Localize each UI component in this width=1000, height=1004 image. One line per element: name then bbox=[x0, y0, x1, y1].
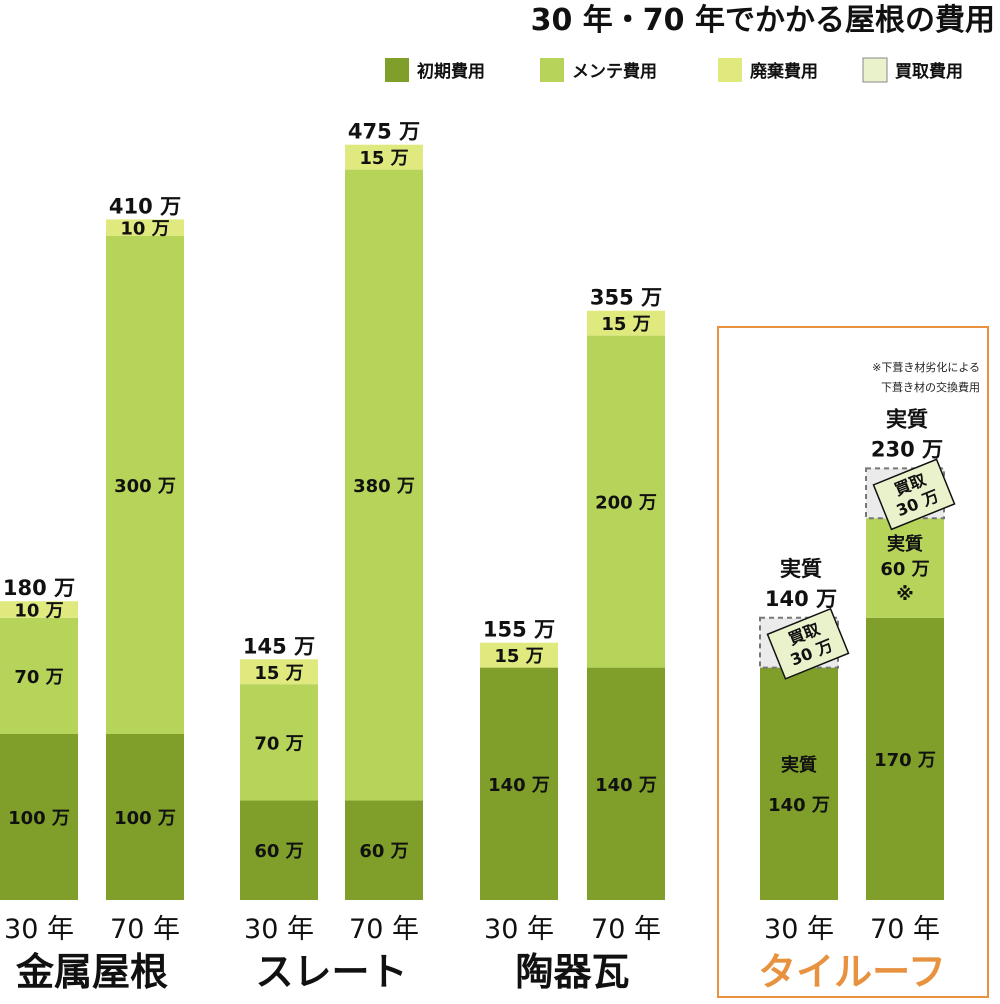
bar-segment-disposal bbox=[106, 219, 184, 236]
bar-segment-maint bbox=[106, 236, 184, 734]
segment-value-label: 100 万 bbox=[114, 808, 176, 829]
bar-total-label: 355 万 bbox=[590, 286, 662, 310]
segment-value-label: 15 万 bbox=[494, 646, 543, 667]
bar-total-label: 475 万 bbox=[348, 120, 420, 144]
bar-total-label: 145 万 bbox=[243, 634, 315, 658]
legend-swatch-disposal bbox=[718, 58, 742, 82]
segment-value-label: 10 万 bbox=[120, 219, 169, 240]
segment-value-label: 15 万 bbox=[359, 148, 408, 169]
segment-value-label: 70 万 bbox=[14, 667, 63, 688]
segment-value-label: 実質 bbox=[887, 533, 923, 555]
legend-label-initial: 初期費用 bbox=[417, 61, 485, 82]
bar-segment-maint bbox=[866, 518, 944, 618]
bar-segment-initial bbox=[240, 800, 318, 900]
bar-total-label: 実質 bbox=[886, 407, 928, 431]
bar-segment-initial bbox=[0, 734, 78, 900]
legend-swatch-initial bbox=[385, 58, 409, 82]
buyback-tag-box bbox=[872, 458, 956, 531]
tile-roof-highlight-frame bbox=[717, 326, 989, 998]
bar-segment-maint bbox=[240, 684, 318, 801]
segment-value-label: 200 万 bbox=[595, 493, 657, 514]
bar-segment-maint bbox=[0, 617, 78, 734]
footnote-line: ※下葺き材劣化による bbox=[872, 360, 980, 374]
legend-label-disposal: 廃棄費用 bbox=[750, 61, 818, 82]
bar-total-label: 410 万 bbox=[109, 194, 181, 218]
segment-value-label: 140 万 bbox=[768, 795, 830, 816]
roof-type-label: 金属屋根 bbox=[15, 950, 168, 994]
bar-group-2: 140 万 15 万 155 万 30 年 140 万 200 万 15 万 355 万 70 … bbox=[480, 286, 665, 994]
year-label: 30 年 bbox=[244, 914, 314, 945]
segment-value-label: 140 万 bbox=[595, 775, 657, 796]
bar-total-label: 155 万 bbox=[483, 618, 555, 642]
segment-value-label: 140 万 bbox=[488, 775, 550, 796]
bar-segment-disposal bbox=[587, 310, 665, 336]
segment-value-label: 60 万 bbox=[880, 559, 929, 580]
segment-value-label: 70 万 bbox=[254, 733, 303, 754]
segment-value-label: 60 万 bbox=[359, 841, 408, 862]
year-label: 70 年 bbox=[110, 914, 180, 945]
segment-value-label: 15 万 bbox=[254, 663, 303, 684]
roof-type-label: スレート bbox=[255, 950, 407, 994]
year-label: 70 年 bbox=[870, 914, 940, 945]
year-label: 70 年 bbox=[349, 914, 419, 945]
roof-type-label: 陶器瓦 bbox=[515, 950, 629, 994]
legend-swatch-maint bbox=[540, 58, 564, 82]
segment-value-label: 15 万 bbox=[601, 314, 650, 335]
bar-segment-disposal bbox=[240, 659, 318, 685]
footnote-line: 下葺き材の交換費用 bbox=[881, 380, 980, 394]
segment-value-label: 60 万 bbox=[254, 841, 303, 862]
bar-segment-disposal bbox=[345, 144, 423, 170]
chart-title: 30 年・70 年でかかる屋根の費用 bbox=[531, 3, 995, 38]
bar-segment-initial bbox=[587, 667, 665, 900]
roof-type-label: タイルーフ bbox=[758, 950, 946, 994]
segment-value-label: 実質 bbox=[781, 754, 817, 776]
bar-group-1: 60 万 70 万 15 万 145 万 30 年 60 万 380 万 15 万 475 万 7… bbox=[240, 120, 423, 994]
bar-segment-initial bbox=[106, 734, 184, 900]
accent-frame bbox=[717, 326, 989, 998]
bar-segment-initial bbox=[760, 667, 838, 900]
year-label: 30 年 bbox=[484, 914, 554, 945]
legend-label-buyback: 買取費用 bbox=[895, 61, 963, 82]
legend-swatch-buyback bbox=[862, 57, 888, 83]
segment-value-label: 100 万 bbox=[8, 808, 70, 829]
segment-value-label: 380 万 bbox=[353, 476, 415, 497]
bar-segment-initial bbox=[345, 800, 423, 900]
year-label: 30 年 bbox=[764, 914, 834, 945]
segment-value-label: 170 万 bbox=[874, 750, 936, 771]
bar-total-label: 実質 bbox=[780, 557, 822, 581]
bar-segment-maint bbox=[587, 335, 665, 668]
segment-value-label: ※ bbox=[896, 584, 914, 605]
bar-segment-disposal bbox=[0, 601, 78, 618]
bar-total-label: 140 万 bbox=[765, 587, 837, 611]
year-label: 70 年 bbox=[591, 914, 661, 945]
bar-segment-initial bbox=[480, 667, 558, 900]
bar-segment-maint bbox=[345, 169, 423, 801]
segment-value-label: 10 万 bbox=[14, 601, 63, 622]
legend: 初期費用 メンテ費用 廃棄費用 買取費用 bbox=[385, 57, 963, 83]
bar-total-label: 230 万 bbox=[871, 437, 943, 461]
segment-value-label: 300 万 bbox=[114, 476, 176, 497]
bar-segment-initial bbox=[866, 617, 944, 900]
year-label: 30 年 bbox=[4, 914, 74, 945]
bar-segment-disposal bbox=[480, 642, 558, 668]
bar-total-label: 180 万 bbox=[3, 576, 75, 600]
legend-label-maint: メンテ費用 bbox=[572, 61, 657, 82]
buyback-tag-box bbox=[766, 607, 850, 680]
